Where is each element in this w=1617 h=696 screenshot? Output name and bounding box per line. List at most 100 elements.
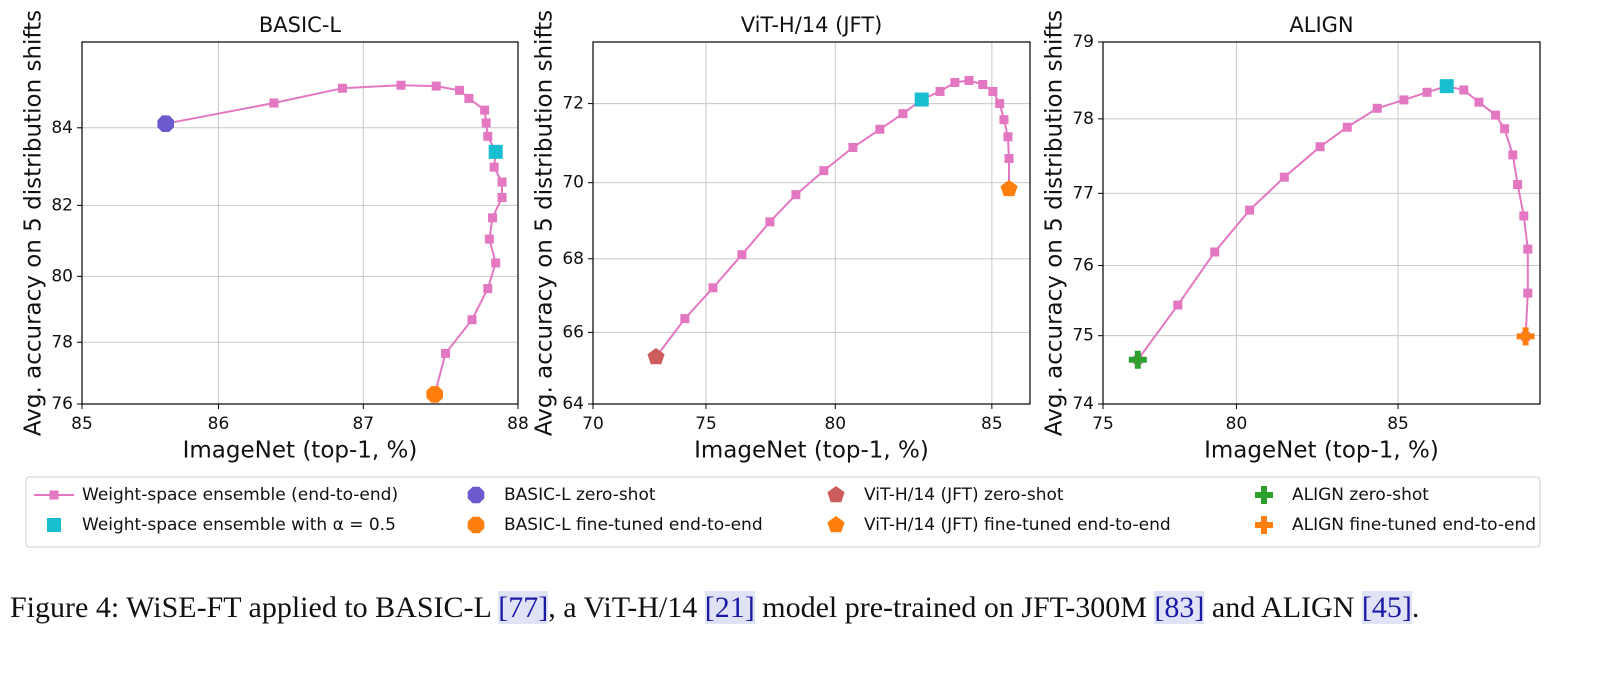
marker-square <box>978 80 988 90</box>
marker-square <box>441 348 451 358</box>
marker-square <box>497 193 507 203</box>
citation[interactable]: [45] <box>1361 591 1412 624</box>
marker-square <box>483 131 493 141</box>
x-tick-label: 85 <box>981 414 1003 434</box>
y-axis-label: Avg. accuracy on 5 distribution shifts <box>1042 10 1068 436</box>
y-tick-label: 76 <box>51 394 73 414</box>
marker-square <box>1399 95 1409 105</box>
y-tick-label: 78 <box>1072 109 1094 129</box>
marker-square <box>1459 85 1469 95</box>
marker-square <box>1513 180 1523 190</box>
y-tick-label: 76 <box>1072 256 1094 276</box>
marker-square <box>1245 205 1255 215</box>
y-axis-label: Avg. accuracy on 5 distribution shifts <box>532 10 558 436</box>
marker-square <box>483 284 493 294</box>
marker-square <box>708 283 718 293</box>
marker-square <box>988 86 998 96</box>
caption-text: . <box>1411 591 1420 624</box>
citation[interactable]: [21] <box>704 591 755 624</box>
y-tick-label: 75 <box>1072 326 1094 346</box>
marker-square <box>791 190 801 200</box>
marker-square <box>1523 244 1533 254</box>
marker-octagon <box>426 386 443 403</box>
marker-square <box>480 105 490 115</box>
marker-square <box>1474 97 1484 107</box>
marker-square <box>1508 150 1518 160</box>
marker-square <box>999 115 1009 125</box>
marker-square <box>481 118 491 128</box>
marker-square <box>337 83 347 93</box>
y-tick-label: 77 <box>1072 183 1094 203</box>
x-axis-label: ImageNet (top-1, %) <box>694 438 929 464</box>
marker-square <box>1004 154 1014 164</box>
marker-square <box>1523 288 1533 298</box>
legend-label: Weight-space ensemble with α = 0.5 <box>82 515 396 535</box>
marker-square <box>1210 247 1220 257</box>
marker-octagon <box>157 115 174 132</box>
citation[interactable]: [83] <box>1154 591 1205 624</box>
marker-square <box>464 93 474 103</box>
x-tick-label: 75 <box>695 414 717 434</box>
series-line <box>165 84 503 395</box>
marker-square <box>484 234 494 244</box>
x-tick-label: 75 <box>1092 414 1114 434</box>
marker-square <box>1315 142 1325 152</box>
plot-frame <box>81 41 519 405</box>
x-tick-label: 85 <box>71 414 93 434</box>
marker-square <box>47 518 61 532</box>
x-tick-label: 80 <box>1226 414 1248 434</box>
marker-square <box>1372 103 1382 113</box>
marker-square <box>431 81 441 91</box>
citation[interactable]: [77] <box>498 591 549 624</box>
marker-square <box>396 80 406 90</box>
caption-text: model pre-trained on JFT-300M <box>754 591 1155 624</box>
marker-square <box>848 142 858 152</box>
series-line <box>655 79 1010 358</box>
y-tick-label: 64 <box>562 394 584 414</box>
y-tick-label: 70 <box>562 173 584 193</box>
x-tick-label: 85 <box>1387 414 1409 434</box>
legend-label: BASIC-L fine-tuned end-to-end <box>504 515 763 535</box>
marker-square <box>935 86 945 96</box>
marker-square <box>489 162 499 172</box>
marker-square <box>467 315 477 325</box>
chart-title: ViT-H/14 (JFT) <box>741 13 883 37</box>
marker-square <box>491 258 501 268</box>
figure: 85 86 87 88 76 78 80 82 84 BASIC-L ImageNet (top-1… <box>21 10 1541 548</box>
marker-plus <box>1128 350 1147 369</box>
marker-square <box>497 177 507 187</box>
x-tick-label: 80 <box>824 414 846 434</box>
caption-text: Figure 4: WiSE-FT applied to BASIC-L <box>10 591 499 624</box>
marker-pentagon <box>1000 179 1018 197</box>
marker-square <box>995 99 1005 109</box>
plot-frame <box>1102 41 1541 405</box>
marker-square <box>1003 132 1013 142</box>
plot-frame <box>592 41 1031 405</box>
marker-square <box>488 144 503 159</box>
marker-square <box>1422 87 1432 97</box>
marker-square <box>1519 211 1529 221</box>
y-tick-label: 74 <box>1072 394 1094 414</box>
marker-octagon <box>467 516 485 534</box>
caption: Figure 4: WiSE-FT applied to BASIC-L [77… <box>10 588 1570 628</box>
y-tick-label: 66 <box>562 322 584 342</box>
legend-label: ViT-H/14 (JFT) zero-shot <box>864 485 1064 505</box>
marker-plus <box>1255 516 1273 534</box>
marker-square <box>680 314 690 324</box>
marker-plus <box>1255 486 1273 504</box>
marker-square <box>1439 79 1454 94</box>
series-line <box>1136 85 1529 361</box>
chart-title: ALIGN <box>1289 13 1353 37</box>
y-tick-label: 80 <box>51 266 73 286</box>
marker-square <box>898 109 908 119</box>
x-tick-label: 87 <box>352 414 374 434</box>
x-tick-label: 70 <box>582 414 604 434</box>
x-tick-label: 86 <box>208 414 230 434</box>
legend-label: ALIGN zero-shot <box>1292 485 1429 505</box>
marker-plus <box>1516 327 1535 346</box>
marker-square <box>1500 124 1510 134</box>
legend-label: ViT-H/14 (JFT) fine-tuned end-to-end <box>864 515 1171 535</box>
marker-square <box>1173 300 1183 310</box>
marker-octagon <box>467 486 485 504</box>
